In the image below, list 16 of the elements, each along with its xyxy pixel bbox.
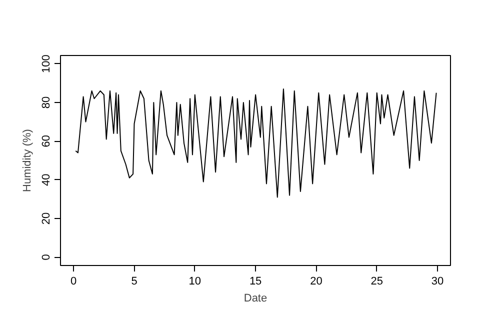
x-tick-label: 5 — [131, 276, 138, 288]
y-tick-label: 40 — [40, 174, 52, 186]
x-axis-title: Date — [244, 292, 268, 304]
x-tick-label: 10 — [188, 276, 202, 288]
y-axis-title: Humidity (%) — [22, 129, 34, 192]
x-tick-label: 15 — [249, 276, 262, 288]
x-tick-label: 0 — [70, 276, 77, 288]
y-tick-label: 100 — [40, 54, 52, 73]
x-tick-label: 30 — [431, 276, 444, 288]
x-tick-label: 25 — [370, 276, 383, 288]
line-series — [75, 88, 437, 198]
y-tick-label: 0 — [40, 254, 52, 260]
x-tick-label: 20 — [310, 276, 322, 288]
y-tick-label: 20 — [40, 212, 52, 225]
y-tick-label: 80 — [40, 96, 52, 109]
y-tick-label: 60 — [40, 135, 52, 148]
